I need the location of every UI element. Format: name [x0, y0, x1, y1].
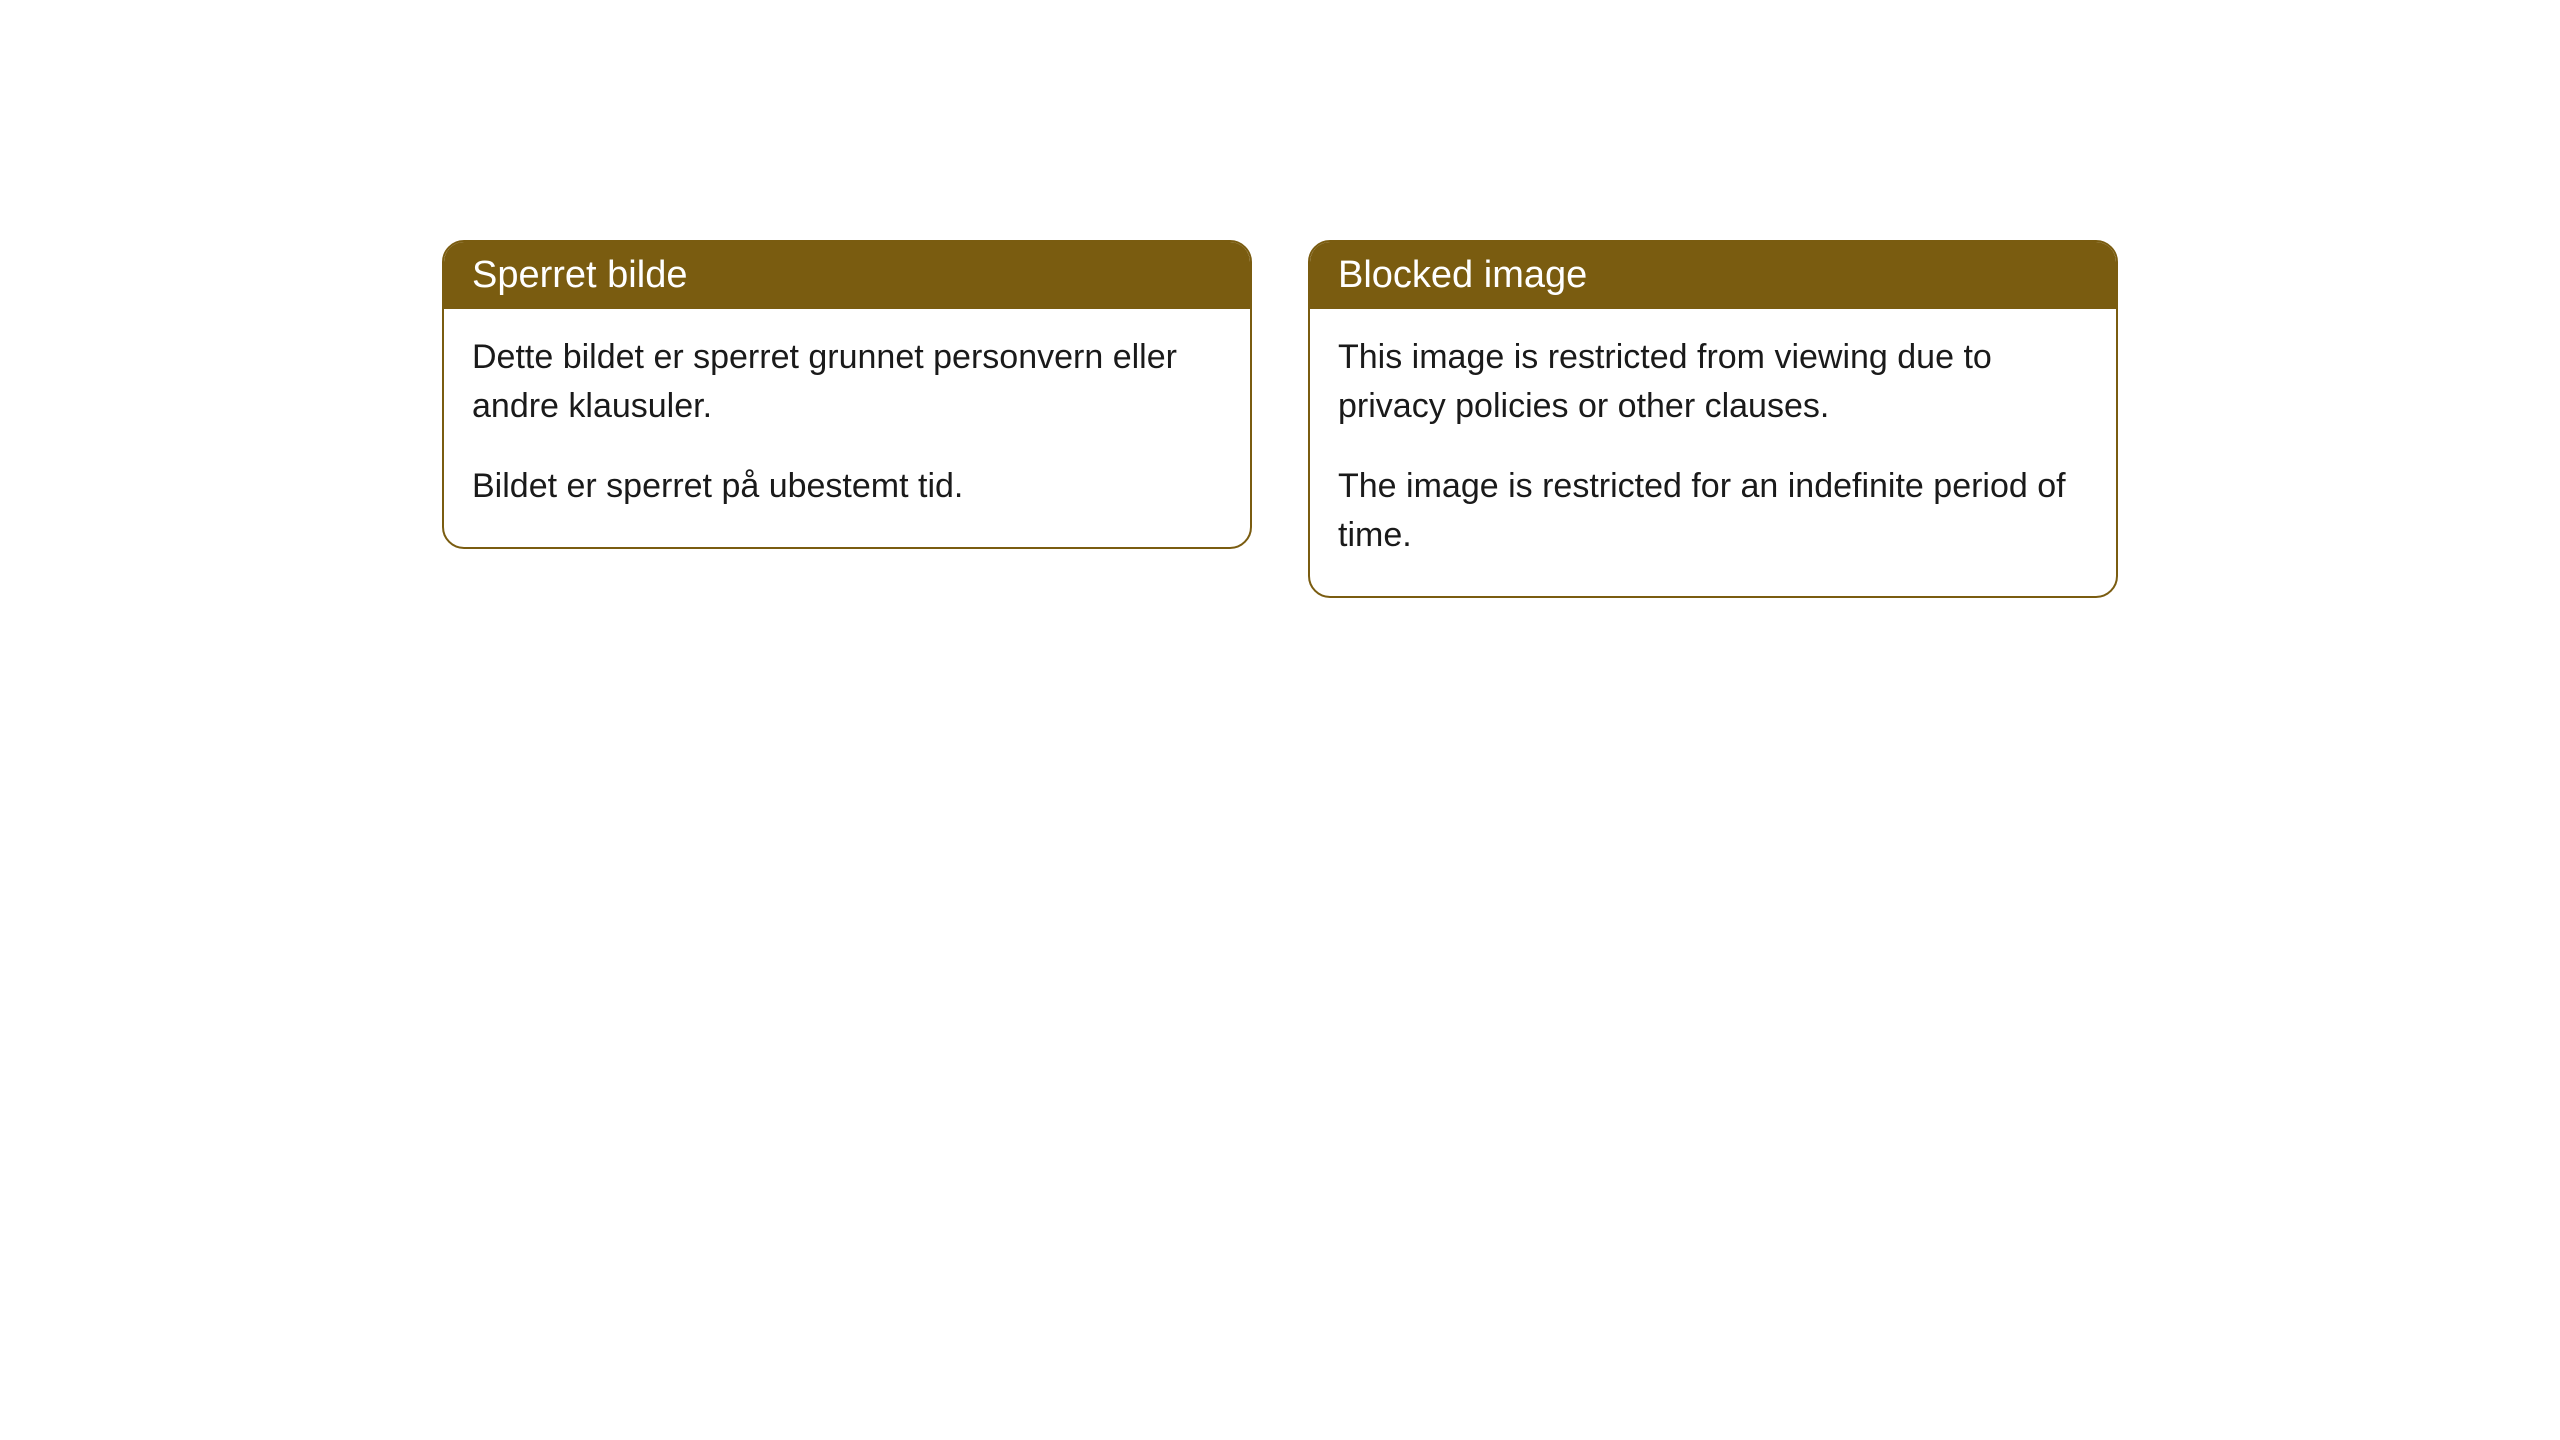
card-body-english: This image is restricted from viewing du…: [1310, 309, 2116, 596]
card-text-english-1: This image is restricted from viewing du…: [1338, 333, 2088, 432]
card-header-norwegian: Sperret bilde: [444, 242, 1250, 309]
blocked-image-card-english: Blocked image This image is restricted f…: [1308, 240, 2118, 598]
card-body-norwegian: Dette bildet er sperret grunnet personve…: [444, 309, 1250, 547]
card-text-norwegian-1: Dette bildet er sperret grunnet personve…: [472, 333, 1222, 432]
blocked-image-card-norwegian: Sperret bilde Dette bildet er sperret gr…: [442, 240, 1252, 549]
card-text-norwegian-2: Bildet er sperret på ubestemt tid.: [472, 462, 1222, 511]
card-header-english: Blocked image: [1310, 242, 2116, 309]
cards-container: Sperret bilde Dette bildet er sperret gr…: [442, 240, 2118, 1440]
card-text-english-2: The image is restricted for an indefinit…: [1338, 462, 2088, 561]
